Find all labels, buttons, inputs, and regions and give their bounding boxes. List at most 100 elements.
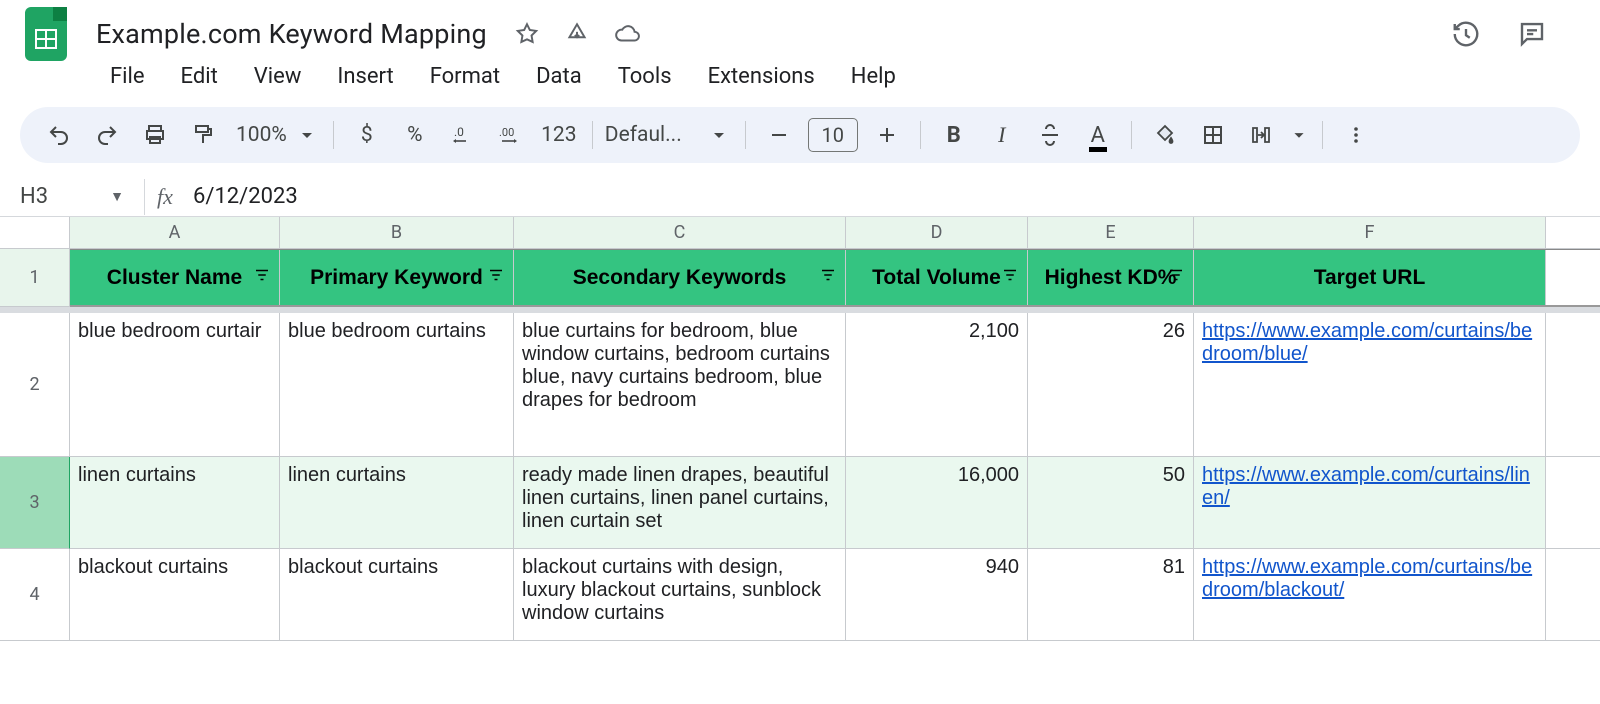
menu-view[interactable]: View: [238, 58, 318, 95]
menu-edit[interactable]: Edit: [165, 58, 234, 95]
row-header-2[interactable]: 2: [0, 313, 70, 457]
col-header-E[interactable]: E: [1028, 217, 1194, 248]
header-total-volume[interactable]: Total Volume: [846, 250, 1028, 305]
svg-text:.00: .00: [499, 126, 514, 139]
cell-cluster[interactable]: blackout curtains: [70, 549, 280, 640]
zoom-dropdown-icon[interactable]: [293, 114, 321, 156]
cell-url[interactable]: https://www.example.com/curtains/linen/: [1194, 457, 1546, 548]
menu-tools[interactable]: Tools: [602, 58, 688, 95]
undo-button[interactable]: [38, 114, 80, 156]
cell-primary[interactable]: blackout curtains: [280, 549, 514, 640]
cell-secondary[interactable]: ready made linen drapes, beautiful linen…: [514, 457, 846, 548]
more-number-formats-button[interactable]: 123: [538, 114, 580, 156]
paint-format-button[interactable]: [182, 114, 224, 156]
sheets-doc-icon[interactable]: [22, 4, 70, 64]
increase-font-size-button[interactable]: [866, 114, 908, 156]
cell-secondary[interactable]: blackout curtains with design, luxury bl…: [514, 549, 846, 640]
row-header-1[interactable]: 1: [0, 249, 70, 307]
redo-button[interactable]: [86, 114, 128, 156]
url-link[interactable]: https://www.example.com/curtains/linen/: [1202, 464, 1530, 509]
cell-kd[interactable]: 50: [1028, 457, 1194, 548]
cell-url[interactable]: https://www.example.com/curtains/bedroom…: [1194, 313, 1546, 456]
more-toolbar-icon[interactable]: [1335, 114, 1377, 156]
cell-secondary[interactable]: blue curtains for bedroom, blue window c…: [514, 313, 846, 456]
spreadsheet-body: 1 2 3 4 Cluster Name Primary Keyword Sec…: [0, 249, 1600, 641]
cell-volume[interactable]: 16,000: [846, 457, 1028, 548]
format-currency-button[interactable]: $: [346, 114, 388, 156]
version-history-icon[interactable]: [1450, 18, 1482, 50]
merge-cells-button[interactable]: [1240, 114, 1282, 156]
menu-extensions[interactable]: Extensions: [692, 58, 831, 95]
header-target-url[interactable]: Target URL: [1194, 250, 1546, 305]
filter-icon[interactable]: [1167, 266, 1185, 290]
cell-kd[interactable]: 26: [1028, 313, 1194, 456]
cell-volume[interactable]: 2,100: [846, 313, 1028, 456]
data-row: blue bedroom curtair blue bedroom curtai…: [70, 313, 1600, 457]
cell-url[interactable]: https://www.example.com/curtains/bedroom…: [1194, 549, 1546, 640]
font-size-input[interactable]: 10: [808, 118, 858, 152]
title-bar: Example.com Keyword Mapping: [0, 0, 1600, 60]
menu-insert[interactable]: Insert: [321, 58, 409, 95]
font-selector[interactable]: Defaul...: [605, 123, 705, 147]
header-highest-kd[interactable]: Highest KD%: [1028, 250, 1194, 305]
col-header-C[interactable]: C: [514, 217, 846, 248]
col-header-A[interactable]: A: [70, 217, 280, 248]
menu-data[interactable]: Data: [520, 58, 598, 95]
header-row: Cluster Name Primary Keyword Secondary K…: [70, 249, 1600, 307]
decrease-font-size-button[interactable]: [758, 114, 800, 156]
fill-color-button[interactable]: [1144, 114, 1186, 156]
move-to-drive-icon[interactable]: [561, 18, 593, 50]
name-box-value: H3: [20, 184, 48, 209]
header-primary-keyword[interactable]: Primary Keyword: [280, 250, 514, 305]
svg-text:.0: .0: [454, 125, 464, 139]
doc-title[interactable]: Example.com Keyword Mapping: [90, 16, 493, 52]
cell-cluster[interactable]: linen curtains: [70, 457, 280, 548]
strikethrough-button[interactable]: [1029, 114, 1071, 156]
print-button[interactable]: [134, 114, 176, 156]
col-header-B[interactable]: B: [280, 217, 514, 248]
comments-icon[interactable]: [1516, 18, 1548, 50]
menu-file[interactable]: File: [94, 58, 161, 95]
filter-icon[interactable]: [253, 266, 271, 290]
bold-button[interactable]: B: [933, 114, 975, 156]
menu-format[interactable]: Format: [414, 58, 516, 95]
cell-cluster[interactable]: blue bedroom curtair: [70, 313, 280, 456]
menu-help[interactable]: Help: [835, 58, 912, 95]
fx-label: fx: [157, 184, 187, 210]
column-headers: A B C D E F: [0, 217, 1600, 249]
cell-primary[interactable]: blue bedroom curtains: [280, 313, 514, 456]
zoom-value[interactable]: 100%: [230, 123, 293, 147]
italic-button[interactable]: I: [981, 114, 1023, 156]
cloud-status-icon[interactable]: [611, 18, 643, 50]
text-color-button[interactable]: A: [1077, 114, 1119, 156]
select-all-corner[interactable]: [0, 217, 70, 248]
format-percent-button[interactable]: %: [394, 114, 436, 156]
row-header-4[interactable]: 4: [0, 549, 70, 641]
star-icon[interactable]: [511, 18, 543, 50]
menu-bar: File Edit View Insert Format Data Tools …: [0, 58, 1600, 95]
cell-kd[interactable]: 81: [1028, 549, 1194, 640]
filter-icon[interactable]: [1001, 266, 1019, 290]
toolbar: 100% $ % .0 .00 123 Defaul... 10 B I A: [20, 107, 1580, 163]
cell-primary[interactable]: linen curtains: [280, 457, 514, 548]
filter-icon[interactable]: [819, 266, 837, 290]
name-box-dropdown-icon[interactable]: ▼: [110, 188, 124, 205]
borders-button[interactable]: [1192, 114, 1234, 156]
merge-dropdown-icon[interactable]: [1288, 114, 1310, 156]
row-header-3[interactable]: 3: [0, 457, 70, 549]
formula-value[interactable]: 6/12/2023: [187, 184, 298, 209]
formula-bar: H3 ▼ fx 6/12/2023: [0, 177, 1600, 217]
url-link[interactable]: https://www.example.com/curtains/bedroom…: [1202, 320, 1532, 365]
name-box[interactable]: H3 ▼: [12, 184, 132, 209]
col-header-D[interactable]: D: [846, 217, 1028, 248]
header-secondary-keywords[interactable]: Secondary Keywords: [514, 250, 846, 305]
font-dropdown-icon[interactable]: [705, 114, 733, 156]
col-header-F[interactable]: F: [1194, 217, 1546, 248]
increase-decimal-button[interactable]: .00: [490, 114, 532, 156]
cell-volume[interactable]: 940: [846, 549, 1028, 640]
header-cluster-name[interactable]: Cluster Name: [70, 250, 280, 305]
filter-icon[interactable]: [487, 266, 505, 290]
url-link[interactable]: https://www.example.com/curtains/bedroom…: [1202, 556, 1532, 601]
decrease-decimal-button[interactable]: .0: [442, 114, 484, 156]
data-row: blackout curtains blackout curtains blac…: [70, 549, 1600, 641]
